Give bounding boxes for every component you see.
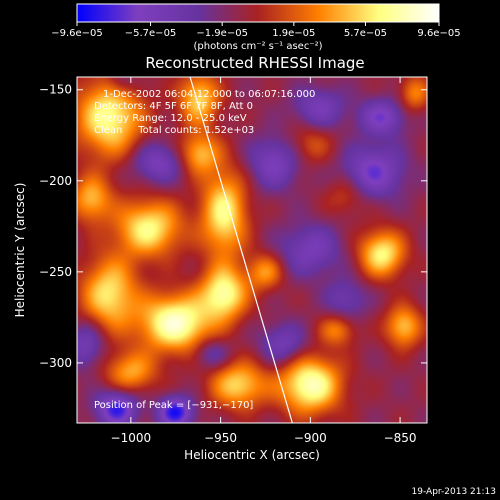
colorbar-tick-label: 5.7e−05 [344, 28, 387, 39]
y-axis-label: Heliocentric Y (arcsec) [13, 183, 27, 318]
colorbar-tick-label: −1.9e−05 [196, 28, 248, 39]
annotation-detectors: Detectors: 4F 5F 6F 7F 8F, Att 0 [94, 101, 253, 112]
annotation-block: 1-Dec-2002 06:04:12.000 to 06:07:16.000 … [94, 89, 315, 411]
x-axis-ticks: −1000 −950 −900 −850 [111, 77, 417, 445]
annotation-energy-range: Energy Range: 12.0 - 25.0 keV [94, 113, 247, 124]
footer-timestamp: 19-Apr-2013 21:13 [412, 487, 496, 497]
colorbar-tick-label: −9.6e−05 [51, 28, 103, 39]
x-tick-label: −1000 [111, 431, 152, 445]
annotation-time-range: 1-Dec-2002 06:04:12.000 to 06:07:16.000 [103, 89, 315, 100]
x-tick-label: −900 [294, 431, 327, 445]
annotation-clean-counts: Clean Total counts: 1.52e+03 [94, 125, 254, 136]
colorbar-tick-label: −5.7e−05 [125, 28, 177, 39]
colorbar-ticks: −9.6e−05 −5.7e−05 −1.9e−05 1.9e−05 5.7e−05 9.… [51, 22, 461, 39]
colorbar-tick-label: 1.9e−05 [272, 28, 315, 39]
chart-title: Reconstructed RHESSI Image [145, 54, 364, 72]
colorbar: −9.6e−05 −5.7e−05 −1.9e−05 1.9e−05 5.7e−05 9.… [51, 3, 461, 52]
colorbar-tick-label: 9.6e−05 [417, 28, 460, 39]
y-tick-label: −150 [39, 83, 72, 97]
colorbar-unit-label: (photons cm⁻² s⁻¹ asec⁻²) [193, 41, 322, 52]
colorbar-gradient [77, 4, 439, 22]
annotation-peak-position: Position of Peak = [−931,−170] [94, 400, 253, 411]
x-tick-label: −950 [204, 431, 237, 445]
plot-area: −1000 −950 −900 −850 −150 −200 −250 −300 [39, 76, 428, 445]
solar-limb-line [189, 76, 293, 424]
plot-frame [76, 76, 428, 424]
y-axis-ticks: −150 −200 −250 −300 [39, 83, 427, 370]
y-tick-label: −200 [39, 174, 72, 188]
heatmap-image [77, 77, 427, 423]
x-tick-label: −850 [384, 431, 417, 445]
y-tick-label: −250 [39, 265, 72, 279]
x-axis-label: Heliocentric X (arcsec) [184, 448, 320, 462]
colorbar-frame [76, 3, 440, 23]
y-tick-label: −300 [39, 356, 72, 370]
